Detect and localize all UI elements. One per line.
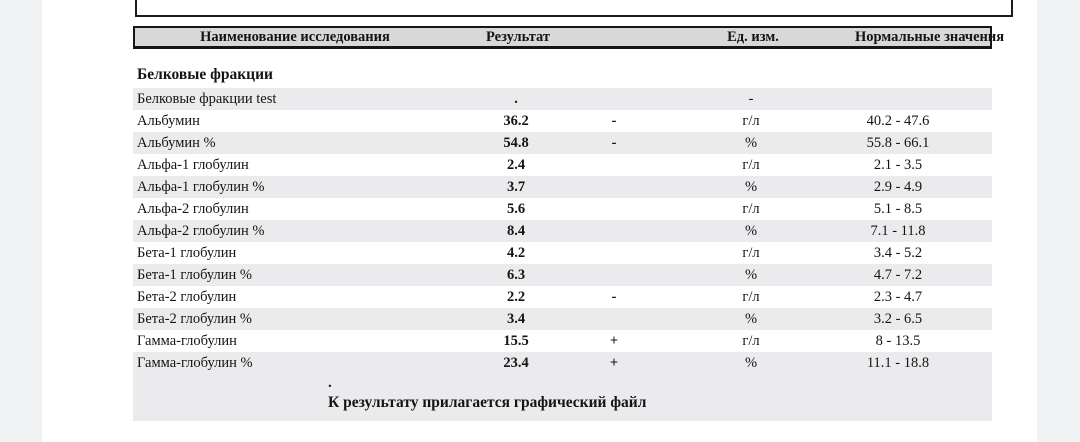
normal-range: 11.1 - 18.8: [866, 355, 930, 371]
viewer-background-right: [1037, 0, 1080, 442]
table-row: Бета-1 глобулин 4.2 г/л 3.4 - 5.2: [133, 242, 992, 264]
normal-range: 2.3 - 4.7: [873, 289, 923, 305]
unit-label: %: [744, 355, 758, 371]
test-name: Бета-2 глобулин %: [137, 311, 253, 327]
normal-range: 3.2 - 6.5: [873, 311, 923, 327]
deviation-flag: +: [609, 333, 619, 349]
test-name: Альбумин %: [137, 135, 216, 151]
result-value: 2.4: [506, 157, 526, 173]
normal-range: 2.1 - 3.5: [873, 157, 923, 173]
unit-label: г/л: [742, 289, 760, 305]
unit-label: -: [748, 91, 754, 107]
previous-section-box-bottom: [135, 0, 1013, 17]
normal-range: 55.8 - 66.1: [866, 135, 930, 151]
table-row: Бета-2 глобулин 2.2 - г/л 2.3 - 4.7: [133, 286, 992, 308]
footer-dot: .: [328, 375, 332, 391]
section-title: Белковые фракции: [137, 66, 273, 83]
column-header-test-name: Наименование исследования: [200, 28, 390, 45]
unit-label: %: [744, 135, 758, 151]
deviation-flag: +: [609, 355, 619, 371]
result-value: 2.2: [506, 289, 526, 305]
unit-label: г/л: [742, 201, 760, 217]
results-table-body: Белковые фракции test . - Альбумин 36.2 …: [133, 88, 992, 374]
result-value: 15.5: [503, 333, 529, 349]
normal-range: 5.1 - 8.5: [873, 201, 923, 217]
result-value: 5.6: [506, 201, 526, 217]
result-value: 4.2: [506, 245, 526, 261]
unit-label: %: [744, 311, 758, 327]
deviation-flag: -: [611, 113, 617, 129]
result-value: 23.4: [503, 355, 529, 371]
result-value: 54.8: [503, 135, 529, 151]
column-header-normal-range: Нормальные значения: [855, 28, 1005, 45]
test-name: Бета-2 глобулин: [137, 289, 237, 305]
table-row: Альбумин % 54.8 - % 55.8 - 66.1: [133, 132, 992, 154]
test-name: Бета-1 глобулин %: [137, 267, 253, 283]
test-name: Белковые фракции test: [137, 91, 277, 107]
test-name: Альфа-1 глобулин: [137, 157, 249, 173]
unit-label: %: [744, 223, 758, 239]
test-name: Альфа-2 глобулин %: [137, 223, 265, 239]
test-name: Гамма-глобулин: [137, 333, 237, 349]
test-name: Альбумин: [137, 113, 200, 129]
normal-range: 40.2 - 47.6: [866, 113, 930, 129]
normal-range: 8 - 13.5: [875, 333, 921, 349]
table-header-row: Наименование исследования Результат Ед. …: [133, 26, 1005, 49]
footer-note: К результату прилагается графический фай…: [328, 394, 647, 411]
unit-label: %: [744, 267, 758, 283]
table-row: Альфа-1 глобулин 2.4 г/л 2.1 - 3.5: [133, 154, 992, 176]
result-value: 3.7: [506, 179, 526, 195]
table-row: Альфа-2 глобулин % 8.4 % 7.1 - 11.8: [133, 220, 992, 242]
unit-label: г/л: [742, 245, 760, 261]
result-value: 6.3: [506, 267, 526, 283]
unit-label: г/л: [742, 333, 760, 349]
result-value: 3.4: [506, 311, 526, 327]
table-row: Бета-2 глобулин % 3.4 % 3.2 - 6.5: [133, 308, 992, 330]
unit-label: %: [744, 179, 758, 195]
unit-label: г/л: [742, 113, 760, 129]
test-name: Альфа-2 глобулин: [137, 201, 249, 217]
footer-band: . К результату прилагается графический ф…: [133, 374, 992, 421]
table-row: Гамма-глобулин % 23.4 + % 11.1 - 18.8: [133, 352, 992, 374]
result-value: .: [514, 91, 518, 107]
normal-range: 4.7 - 7.2: [873, 267, 923, 283]
normal-range: 2.9 - 4.9: [873, 179, 923, 195]
result-value: 36.2: [503, 113, 529, 129]
test-name: Альфа-1 глобулин %: [137, 179, 265, 195]
result-value: 8.4: [506, 223, 526, 239]
deviation-flag: -: [611, 135, 617, 151]
test-name: Гамма-глобулин %: [137, 355, 253, 371]
normal-range: 3.4 - 5.2: [873, 245, 923, 261]
test-name: Бета-1 глобулин: [137, 245, 237, 261]
column-header-result: Результат: [485, 28, 551, 45]
table-row: Бета-1 глобулин % 6.3 % 4.7 - 7.2: [133, 264, 992, 286]
table-row: Белковые фракции test . -: [133, 88, 992, 110]
viewer-background-left: [0, 0, 42, 442]
table-row: Альфа-2 глобулин 5.6 г/л 5.1 - 8.5: [133, 198, 992, 220]
table-row: Альбумин 36.2 - г/л 40.2 - 47.6: [133, 110, 992, 132]
table-row: Альфа-1 глобулин % 3.7 % 2.9 - 4.9: [133, 176, 992, 198]
normal-range: 7.1 - 11.8: [870, 223, 926, 239]
deviation-flag: -: [611, 289, 617, 305]
table-row: Гамма-глобулин 15.5 + г/л 8 - 13.5: [133, 330, 992, 352]
column-header-units: Ед. изм.: [727, 28, 779, 45]
unit-label: г/л: [742, 157, 760, 173]
